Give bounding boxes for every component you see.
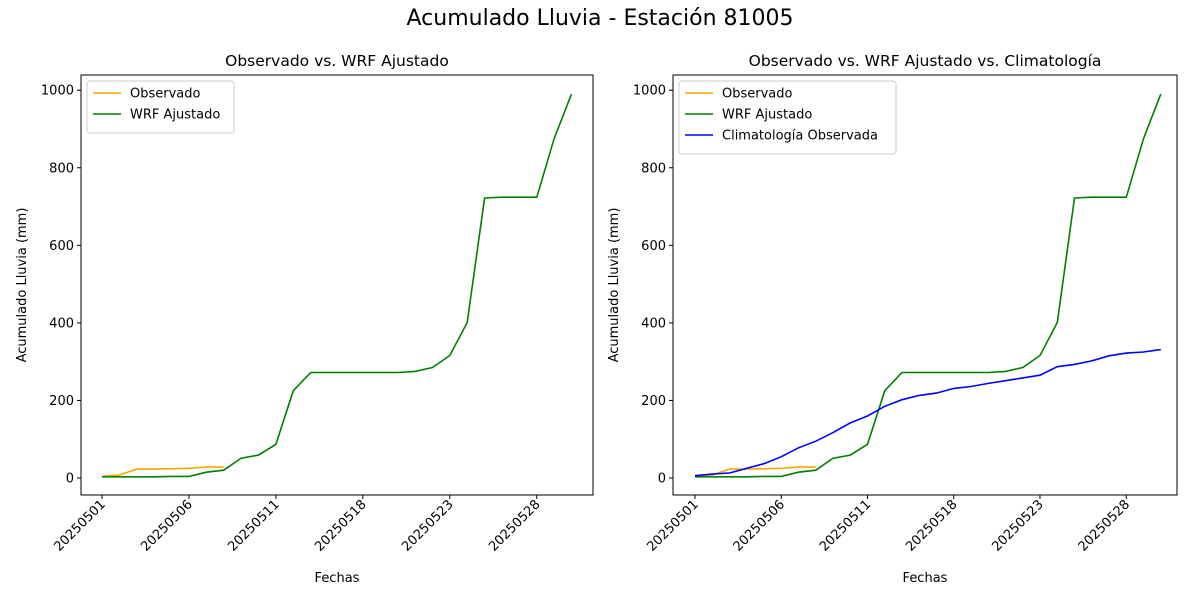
y-tick-label: 200 bbox=[641, 394, 666, 409]
legend-label: WRF Ajustado bbox=[130, 108, 220, 123]
y-tick-label: 800 bbox=[49, 161, 74, 176]
y-tick-label: 0 bbox=[658, 472, 666, 487]
y-tick-label: 400 bbox=[49, 316, 74, 331]
panel-2: Observado vs. WRF Ajustado vs. Climatolo… bbox=[607, 52, 1178, 586]
x-tick-label: 20250528 bbox=[486, 497, 543, 554]
legend-box bbox=[86, 80, 235, 134]
x-tick-label: 20250511 bbox=[225, 497, 282, 554]
y-tick-label: 600 bbox=[641, 239, 666, 254]
x-tick-label: 20250501 bbox=[51, 497, 108, 554]
y-tick-label: 200 bbox=[49, 394, 74, 409]
series-line-climatolog-a-observada bbox=[694, 348, 1161, 477]
x-tick-label: 20250523 bbox=[989, 497, 1046, 554]
axes-frame bbox=[80, 74, 594, 496]
x-tick-label: 20250511 bbox=[817, 497, 874, 554]
x-axis-label: Fechas bbox=[903, 571, 948, 586]
x-axis-label: Fechas bbox=[315, 571, 360, 586]
panel-1: Observado vs. WRF Ajustado 0 200 400 600 800 1… bbox=[15, 52, 594, 586]
y-axis-label: Acumulado Lluvia (mm) bbox=[607, 208, 622, 363]
x-tick-label: 20250518 bbox=[903, 497, 960, 554]
y-tick-label: 0 bbox=[66, 472, 74, 487]
legend: Observado WRF Ajustado Climatología Observ… bbox=[678, 80, 897, 155]
series-line-observado bbox=[101, 466, 224, 478]
series-line-wrf-ajustado bbox=[102, 93, 573, 478]
y-tick-label: 400 bbox=[641, 316, 666, 331]
y-axis-label: Acumulado Lluvia (mm) bbox=[15, 208, 30, 363]
x-tick-label: 20250501 bbox=[644, 497, 701, 554]
legend-label: Climatología Observada bbox=[722, 129, 878, 144]
x-tick-label: 20250523 bbox=[399, 497, 456, 554]
legend-label: Observado bbox=[130, 87, 201, 102]
series-line-wrf-ajustado bbox=[695, 93, 1162, 478]
axes-frame bbox=[672, 74, 1178, 496]
legend-label: WRF Ajustado bbox=[722, 108, 812, 123]
x-tick-label: 20250528 bbox=[1076, 497, 1133, 554]
y-tick-label: 800 bbox=[641, 161, 666, 176]
legend: Observado WRF Ajustado bbox=[86, 80, 235, 134]
panel-title: Observado vs. WRF Ajustado vs. Climatolo… bbox=[749, 52, 1102, 70]
y-tick-label: 1000 bbox=[41, 84, 74, 99]
y-tick-label: 1000 bbox=[633, 84, 666, 99]
legend-box bbox=[678, 80, 897, 155]
legend-label: Observado bbox=[722, 87, 793, 102]
y-tick-label: 600 bbox=[49, 239, 74, 254]
panel-title: Observado vs. WRF Ajustado bbox=[225, 52, 449, 70]
x-tick-label: 20250518 bbox=[312, 497, 369, 554]
figure-title: Acumulado Lluvia - Estación 81005 bbox=[406, 6, 794, 31]
x-tick-label: 20250506 bbox=[731, 497, 788, 554]
x-tick-label: 20250506 bbox=[138, 497, 195, 554]
